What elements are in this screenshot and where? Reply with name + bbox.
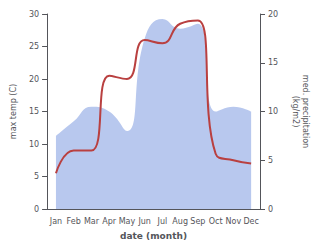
svg-text:20: 20 — [29, 75, 39, 84]
svg-text:5: 5 — [268, 156, 273, 165]
svg-text:Dec: Dec — [243, 217, 258, 226]
svg-text:20: 20 — [268, 10, 278, 19]
svg-text:May: May — [119, 217, 136, 226]
svg-text:5: 5 — [34, 172, 39, 181]
svg-text:Feb: Feb — [67, 217, 81, 226]
svg-text:Jul: Jul — [157, 217, 168, 226]
svg-text:Oct: Oct — [209, 217, 223, 226]
svg-text:Apr: Apr — [102, 217, 117, 226]
svg-text:15: 15 — [268, 58, 278, 67]
svg-text:med. precipitation: med. precipitation — [301, 75, 310, 148]
svg-text:(kg/m2): (kg/m2) — [291, 96, 300, 128]
svg-text:30: 30 — [29, 10, 39, 19]
svg-text:Mar: Mar — [84, 217, 100, 226]
svg-text:Jun: Jun — [137, 217, 151, 226]
svg-text:Jan: Jan — [49, 217, 62, 226]
svg-text:max temp (C): max temp (C) — [9, 84, 18, 139]
svg-text:25: 25 — [29, 42, 39, 51]
svg-text:10: 10 — [268, 107, 278, 116]
svg-text:Nov: Nov — [226, 217, 242, 226]
svg-text:15: 15 — [29, 107, 39, 116]
svg-text:0: 0 — [268, 205, 273, 214]
svg-text:Aug: Aug — [172, 217, 188, 226]
svg-text:0: 0 — [34, 205, 39, 214]
svg-text:date (month): date (month) — [120, 231, 187, 241]
svg-text:10: 10 — [29, 140, 39, 149]
svg-text:Sep: Sep — [190, 217, 205, 226]
